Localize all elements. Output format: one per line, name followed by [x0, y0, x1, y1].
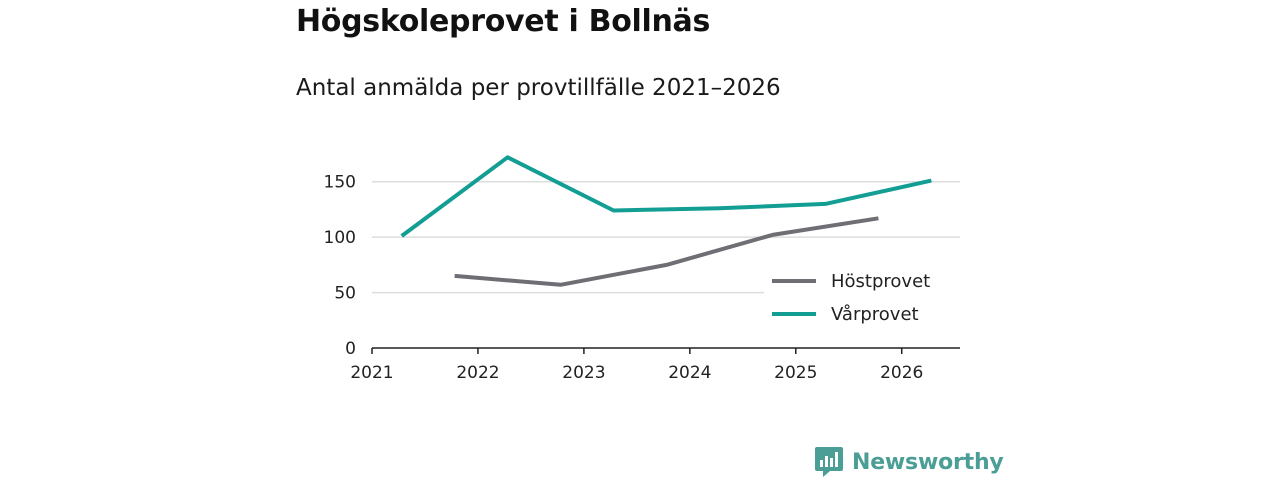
chart-subtitle: Antal anmälda per provtillfälle 2021–202… [296, 75, 781, 101]
axes: 0 50 100 150 2021 2022 2023 2024 2025 2026 [324, 173, 960, 383]
x-tick-label-2024: 2024 [668, 363, 711, 383]
x-tick-label-2023: 2023 [562, 363, 605, 383]
x-tick-label-2022: 2022 [456, 363, 499, 383]
y-tick-label-0: 0 [345, 339, 356, 359]
chart-title: Högskoleprovet i Bollnäs [296, 4, 711, 39]
x-tick-label-2021: 2021 [350, 363, 393, 383]
newsworthy-logo-icon [815, 447, 843, 477]
series-line-1 [400, 155, 932, 238]
newsworthy-logo: Newsworthy [814, 444, 1004, 480]
y-tick-label-150: 150 [324, 173, 356, 193]
newsworthy-brand-name: Newsworthy [852, 449, 1004, 475]
series-lines [400, 155, 932, 287]
x-tick-label-2025: 2025 [774, 363, 817, 383]
legend: Höstprovet Vårprovet [764, 264, 960, 330]
legend-label-1: Vårprovet [831, 304, 919, 325]
x-tick-label-2026: 2026 [880, 363, 923, 383]
legend-background [764, 264, 960, 330]
y-tick-label-50: 50 [334, 284, 356, 304]
y-tick-label-100: 100 [324, 228, 356, 248]
series-line-0 [454, 216, 879, 287]
legend-label-0: Höstprovet [831, 271, 930, 292]
